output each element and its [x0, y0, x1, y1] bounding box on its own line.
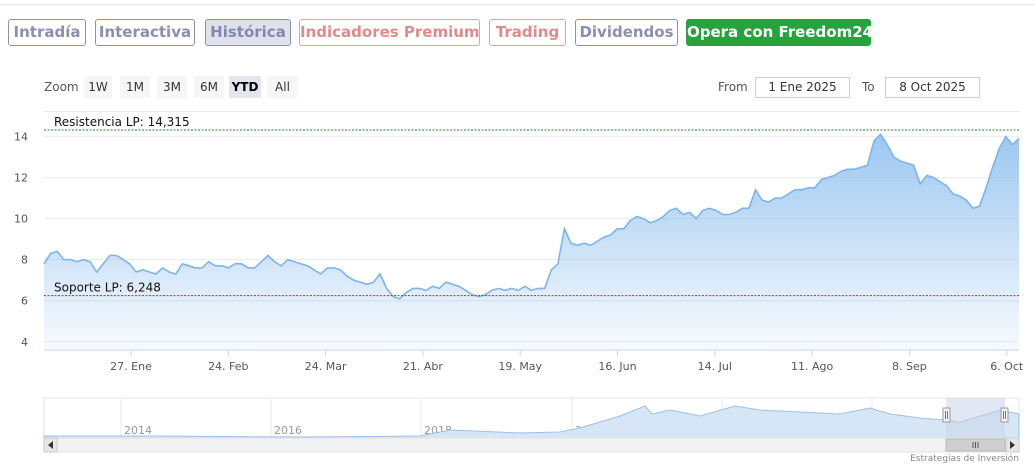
y-tick-label: 12	[14, 172, 28, 185]
top-divider	[0, 4, 1035, 5]
y-tick-label: 10	[14, 213, 28, 226]
from-date-input[interactable]: 1 Ene 2025	[755, 77, 850, 98]
scroll-right-button[interactable]	[1005, 437, 1020, 453]
tab-intradia[interactable]: Intradía	[8, 19, 86, 46]
navigator-year-label: 2014	[124, 424, 152, 437]
from-label: From	[718, 80, 748, 94]
zoom-1m-button[interactable]: 1M	[120, 76, 150, 98]
x-tick-label: 24. Feb	[208, 360, 248, 373]
y-tick-label: 4	[21, 336, 28, 349]
x-tick-label: 8. Sep	[892, 360, 927, 373]
price-line	[43, 133, 1020, 300]
x-tick-label: 19. May	[498, 360, 542, 373]
tab-interactiva[interactable]: Interactiva	[95, 19, 195, 46]
zoom-label: Zoom	[44, 80, 79, 94]
tab-trading[interactable]: Trading	[489, 19, 566, 46]
zoom-ytd-button[interactable]: YTD	[229, 76, 261, 98]
opera-freedom24-button[interactable]: Opera con Freedom24	[686, 19, 873, 46]
scrollbar-track[interactable]	[43, 437, 1020, 453]
y-tick-label: 8	[21, 254, 28, 267]
x-tick-label: 11. Ago	[791, 360, 833, 373]
credits-text: Estrategias de Inversión	[910, 454, 1019, 464]
zoom-3m-button[interactable]: 3M	[157, 76, 187, 98]
scroll-left-button[interactable]	[43, 437, 58, 453]
navigator-left-handle[interactable]	[942, 407, 951, 423]
resistance-label: Resistencia LP: 14,315	[54, 115, 190, 129]
to-label: To	[862, 80, 875, 94]
navigator[interactable]: 201420162018202020222024	[0, 392, 1035, 454]
tab-historica[interactable]: Histórica	[205, 19, 291, 46]
support-label: Soporte LP: 6,248	[54, 281, 161, 295]
tab-dividendos[interactable]: Dividendos	[575, 19, 678, 46]
navigator-right-handle[interactable]	[1000, 407, 1009, 423]
x-tick-label: 24. Mar	[305, 360, 347, 373]
x-tick-label: 14. Jul	[698, 360, 732, 373]
x-tick-label: 27. Ene	[110, 360, 152, 373]
to-date-input[interactable]: 8 Oct 2025	[885, 77, 980, 98]
x-tick-label: 6. Oct	[990, 360, 1024, 373]
y-tick-label: 14	[14, 130, 28, 143]
tab-indicadores-premium[interactable]: Indicadores Premium	[299, 19, 480, 46]
toolbar-divider	[44, 111, 1019, 112]
y-tick-label: 6	[21, 295, 28, 308]
price-area	[44, 134, 1019, 350]
scrollbar-grip-icon	[972, 442, 979, 448]
x-tick-label: 16. Jun	[598, 360, 636, 373]
x-tick-label: 21. Abr	[403, 360, 443, 373]
zoom-1w-button[interactable]: 1W	[84, 76, 112, 98]
navigator-selection[interactable]	[946, 398, 1005, 438]
price-chart[interactable]: Resistencia LP: 14,315 Soporte LP: 6,248…	[0, 112, 1035, 382]
zoom-6m-button[interactable]: 6M	[194, 76, 224, 98]
navigator-year-label: 2016	[274, 424, 302, 437]
zoom-all-button[interactable]: All	[267, 76, 298, 98]
